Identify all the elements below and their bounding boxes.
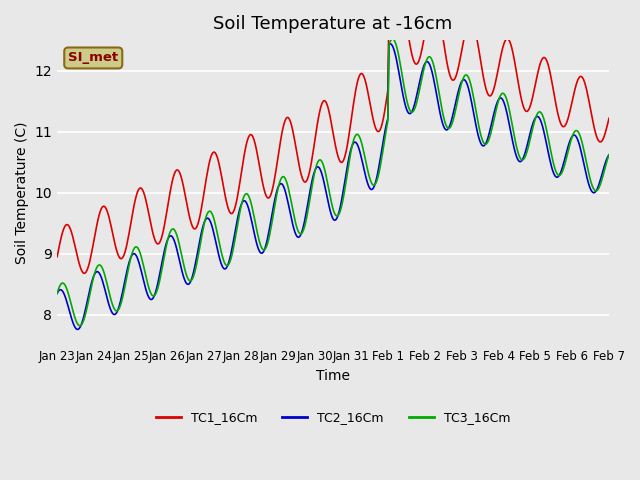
TC1_16Cm [320, 98, 328, 104]
Line: TC2_16Cm: TC2_16Cm [57, 44, 609, 329]
TC3_16Cm [53, 290, 61, 296]
TC3_16Cm [605, 152, 613, 158]
TC1_16Cm [383, 95, 390, 101]
TC3_16Cm [508, 119, 516, 125]
TC1_16Cm [53, 254, 61, 260]
TC1_16Cm [317, 106, 324, 111]
TC2_16Cm [317, 167, 324, 173]
TC2_16Cm [508, 134, 516, 140]
TC2_16Cm [53, 290, 61, 296]
TC1_16Cm [81, 270, 89, 276]
Y-axis label: Soil Temperature (C): Soil Temperature (C) [15, 121, 29, 264]
TC3_16Cm [388, 36, 396, 42]
Text: SI_met: SI_met [68, 51, 118, 64]
TC1_16Cm [508, 45, 516, 50]
TC3_16Cm [76, 323, 83, 329]
TC3_16Cm [353, 132, 361, 137]
TC3_16Cm [383, 124, 390, 130]
TC3_16Cm [594, 187, 602, 192]
TC2_16Cm [320, 178, 328, 184]
TC2_16Cm [605, 152, 613, 158]
Line: TC1_16Cm: TC1_16Cm [57, 0, 609, 273]
TC2_16Cm [383, 120, 390, 126]
Legend: TC1_16Cm, TC2_16Cm, TC3_16Cm: TC1_16Cm, TC2_16Cm, TC3_16Cm [151, 407, 515, 430]
TC2_16Cm [594, 184, 602, 190]
Line: TC3_16Cm: TC3_16Cm [57, 39, 609, 326]
TC1_16Cm [353, 82, 361, 87]
X-axis label: Time: Time [316, 369, 350, 383]
TC3_16Cm [317, 157, 324, 163]
TC2_16Cm [73, 326, 81, 332]
TC3_16Cm [320, 163, 328, 169]
TC2_16Cm [353, 141, 361, 146]
TC1_16Cm [594, 137, 602, 143]
Title: Soil Temperature at -16cm: Soil Temperature at -16cm [214, 15, 452, 33]
TC1_16Cm [605, 115, 613, 121]
TC2_16Cm [386, 41, 394, 47]
